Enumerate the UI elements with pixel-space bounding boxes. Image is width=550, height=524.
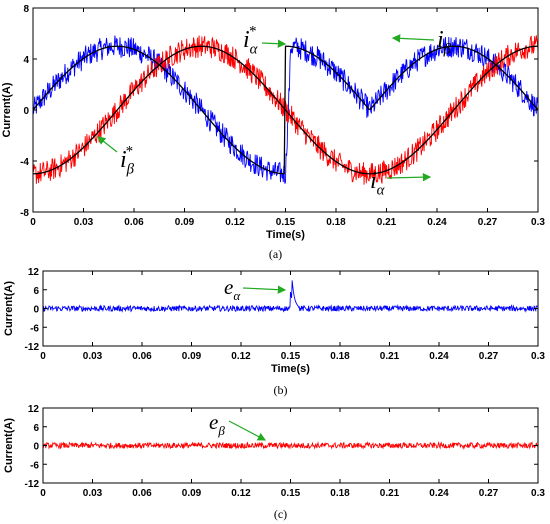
caption-a: (a)	[269, 247, 282, 261]
y-tick-label: -6	[30, 323, 39, 334]
arrow-ebeta	[228, 420, 267, 441]
series-i	[33, 45, 538, 175]
x-tick-label: 0.03	[74, 217, 94, 228]
arrow-ibeta-star	[97, 136, 118, 153]
series-e	[43, 440, 538, 450]
caption-c: (c)	[274, 507, 287, 521]
arrow-ialpha	[386, 172, 432, 182]
x-axis-label: Time(s)	[271, 363, 310, 375]
y-tick-label: -12	[25, 479, 40, 490]
chart-c: 0 0.03 0.06 0.09 0.12 0.15 0.18 0.21 0.24 0.27 0.3…	[3, 404, 545, 521]
x-tick-label: 0.18	[330, 488, 350, 499]
x-tick-label: 0	[40, 488, 46, 499]
x-tick-label: 0.27	[479, 351, 499, 362]
x-tick-label: 0.15	[281, 351, 301, 362]
x-tick-label: 0.09	[182, 351, 202, 362]
y-tick-label: -8	[20, 208, 29, 219]
y-tick-label: 6	[33, 423, 39, 434]
y-tick-label: 6	[33, 286, 39, 297]
x-tick-label: 0.09	[175, 217, 195, 228]
annotation-label-i: iα	[370, 168, 386, 199]
annotation-label-e: eβ	[209, 410, 225, 438]
x-tick-label: 0.3	[531, 351, 545, 362]
series-e	[43, 280, 538, 313]
x-tick-label: 0	[40, 351, 46, 362]
y-tick-label: 0	[23, 106, 29, 117]
x-tick-label: 0.24	[429, 488, 449, 499]
y-tick-label: -4	[20, 157, 29, 168]
y-tick-label: 0	[33, 442, 39, 453]
x-tick-label: 0.12	[225, 217, 245, 228]
annotation-label-e: eα	[224, 275, 241, 303]
x-tick-label: 0.06	[124, 217, 144, 228]
x-tick-label: 0.06	[132, 488, 152, 499]
arrow-ealpha	[242, 285, 287, 294]
x-tick-label: 0.24	[429, 351, 449, 362]
x-tick-label: 0.15	[276, 217, 296, 228]
arrow-ibeta	[391, 34, 435, 43]
y-axis-label: Current(A)	[3, 418, 15, 473]
y-tick-label: 8	[23, 4, 29, 15]
series-i	[33, 35, 538, 184]
x-tick-label: 0.21	[377, 217, 397, 228]
x-tick-label: 0.27	[479, 488, 499, 499]
arrow-ialpha-star	[261, 39, 287, 48]
x-tick-label: 0.12	[231, 488, 251, 499]
x-axis-label: Time(s)	[266, 229, 305, 241]
x-tick-label: 0	[30, 217, 36, 228]
x-tick-label: 0.3	[531, 217, 545, 228]
x-tick-label: 0.21	[380, 351, 400, 362]
y-tick-label: 0	[33, 305, 39, 316]
y-tick-label: 4	[23, 55, 29, 66]
y-axis-label: Current(A)	[3, 281, 15, 336]
chart-a: 0 0.03 0.06 0.09 0.12 0.15 0.18 0.21 0.24 0.27 0.3…	[1, 4, 545, 261]
y-tick-label: -12	[25, 342, 40, 353]
y-axis-label: Current(A)	[1, 82, 13, 137]
x-tick-label: 0.18	[330, 351, 350, 362]
x-tick-label: 0.18	[326, 217, 346, 228]
x-tick-label: 0.27	[478, 217, 498, 228]
chart-b: 0 0.03 0.06 0.09 0.12 0.15 0.18 0.21 0.24 0.27 0.3…	[3, 267, 545, 397]
annotation-label-i: iβ	[437, 27, 452, 58]
annotation-label-i: iβ*	[120, 144, 135, 178]
plot-area-b	[43, 280, 538, 313]
y-tick-label: -6	[30, 460, 39, 471]
y-tick-label: 12	[28, 267, 40, 278]
plot-area-c	[43, 440, 538, 450]
x-tick-label: 0.12	[231, 351, 251, 362]
x-tick-label: 0.21	[380, 488, 400, 499]
x-tick-label: 0.15	[281, 488, 301, 499]
caption-b: (b)	[274, 383, 288, 397]
x-tick-label: 0.24	[427, 217, 447, 228]
y-tick-label: 12	[28, 404, 40, 415]
plot-area-a	[33, 35, 538, 185]
x-tick-label: 0.09	[182, 488, 202, 499]
x-tick-label: 0.03	[83, 351, 103, 362]
x-tick-label: 0.3	[531, 488, 545, 499]
annotation-label-i: iα*	[243, 24, 259, 58]
x-tick-label: 0.03	[83, 488, 103, 499]
x-tick-label: 0.06	[132, 351, 152, 362]
